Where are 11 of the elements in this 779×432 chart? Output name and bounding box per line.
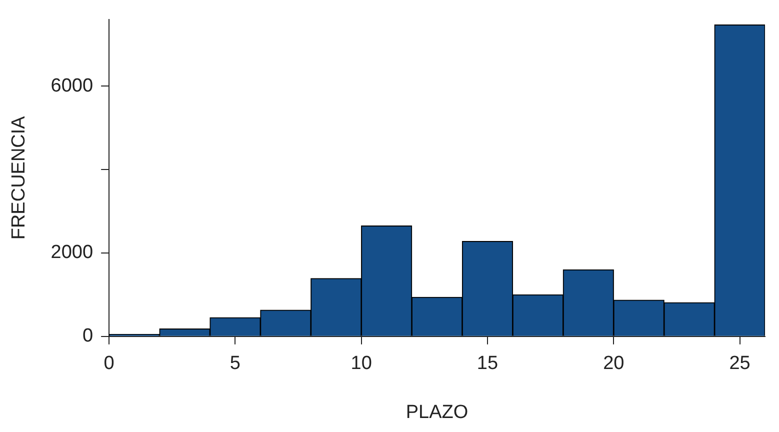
y-tick-label: 0 bbox=[82, 326, 94, 347]
x-tick-label: 10 bbox=[350, 353, 372, 374]
y-tick-label: 6000 bbox=[50, 75, 94, 96]
x-tick-label: 20 bbox=[603, 353, 624, 374]
y-axis-title: FRECUENCIA bbox=[8, 116, 30, 240]
x-tick-label: 0 bbox=[104, 353, 114, 374]
x-tick-label: 5 bbox=[230, 353, 240, 374]
y-tick-label: 2000 bbox=[50, 242, 94, 264]
x-tick-label: 25 bbox=[729, 353, 750, 374]
x-tick-label: 15 bbox=[476, 353, 498, 374]
x-axis-title: PLAZO bbox=[406, 402, 468, 423]
